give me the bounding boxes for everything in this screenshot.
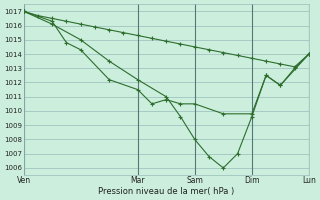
X-axis label: Pression niveau de la mer( hPa ): Pression niveau de la mer( hPa ) [98,187,234,196]
